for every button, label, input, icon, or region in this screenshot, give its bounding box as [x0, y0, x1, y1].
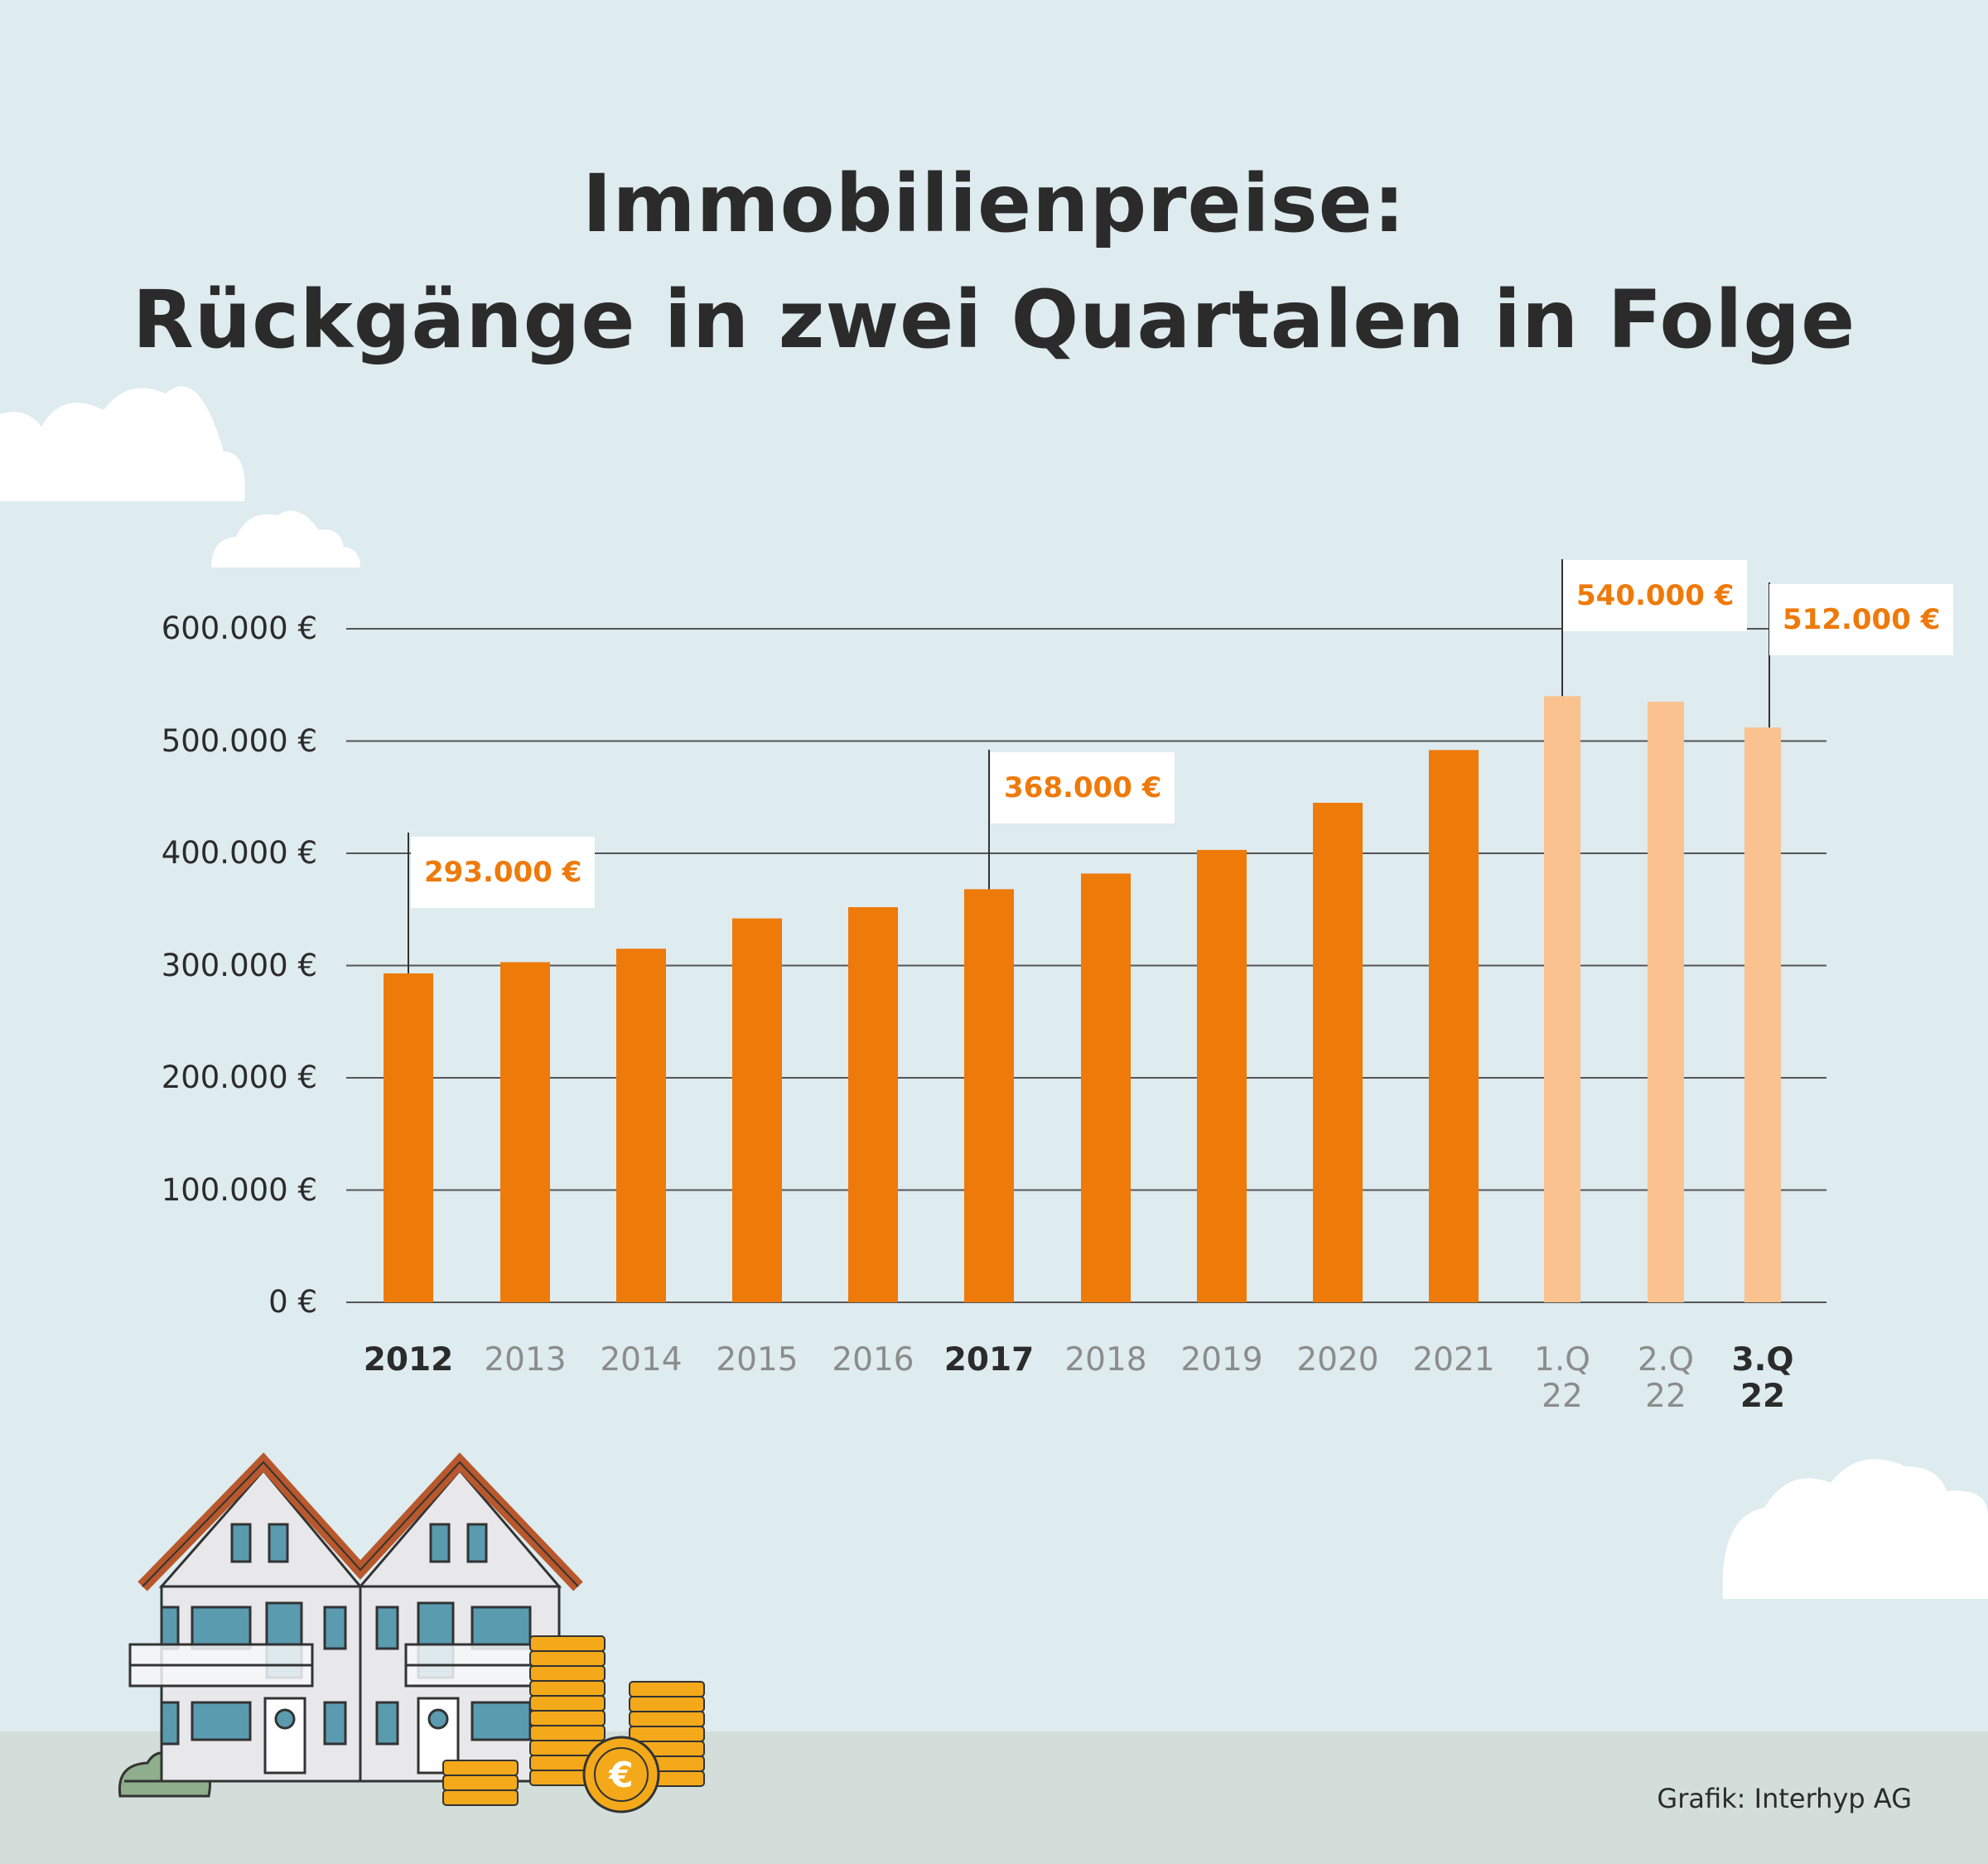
x-tick-label-line: 2015 — [716, 1341, 799, 1379]
euro-symbol: € — [608, 1755, 633, 1795]
value-callout: 512.000 € — [1769, 584, 1954, 655]
bar-2012 — [384, 973, 433, 1302]
euro-coin-icon: € — [582, 1736, 660, 1813]
chart-title: Immobilienpreise: — [581, 157, 1407, 250]
y-tick-label: 200.000 € — [161, 1060, 317, 1095]
x-tick-label-line: 2021 — [1412, 1341, 1495, 1379]
house-icon — [124, 1452, 583, 1783]
bar-2018 — [1081, 873, 1131, 1302]
x-tick-label-line: 2.Q — [1638, 1341, 1694, 1379]
bar-2020 — [1313, 803, 1363, 1302]
coin — [442, 1789, 519, 1806]
x-tick-label: 2018 — [1044, 1342, 1168, 1379]
y-tick-label: 0 € — [268, 1284, 317, 1320]
bar-2021 — [1429, 750, 1479, 1302]
y-tick-label: 500.000 € — [161, 722, 317, 759]
coin — [529, 1680, 606, 1697]
x-tick-label: 2016 — [811, 1342, 935, 1379]
coin — [442, 1775, 519, 1791]
coin — [629, 1696, 705, 1712]
chart-bars — [384, 696, 1781, 1302]
coin — [629, 1681, 705, 1697]
bar-2014 — [616, 949, 666, 1302]
x-tick-label-line: 2013 — [484, 1341, 567, 1379]
source-credit: Grafik: Interhyp AG — [1657, 1783, 1912, 1814]
x-tick-label: 2021 — [1392, 1342, 1516, 1379]
coin — [629, 1711, 705, 1727]
x-tick-label-line: 2016 — [832, 1341, 914, 1379]
x-tick-label: 2015 — [695, 1342, 819, 1379]
y-tick-label: 400.000 € — [161, 835, 317, 871]
y-tick-label: 100.000 € — [161, 1171, 317, 1208]
x-tick-label-line: 1.Q — [1534, 1341, 1590, 1379]
x-tick-label: 2012 — [346, 1342, 470, 1379]
bar-2019 — [1197, 849, 1247, 1302]
x-tick-label-line: 2012 — [363, 1341, 454, 1379]
x-tick-label-line: 2020 — [1296, 1341, 1379, 1379]
x-tick-label-line: 2018 — [1064, 1341, 1147, 1379]
x-tick-label-line: 22 — [1542, 1378, 1583, 1415]
y-tick-label: 300.000 € — [161, 947, 317, 983]
coin — [529, 1725, 606, 1741]
x-tick-label: 2014 — [579, 1342, 703, 1379]
y-tick-label: 600.000 € — [161, 611, 317, 646]
bar-1-q-22 — [1544, 696, 1580, 1302]
x-tick-label-line: 2017 — [943, 1341, 1035, 1379]
value-callout: 368.000 € — [991, 752, 1175, 823]
x-tick-label: 2017 — [927, 1342, 1051, 1379]
value-callout: 293.000 € — [411, 837, 596, 908]
x-tick-label-line: 22 — [1645, 1378, 1686, 1415]
x-tick-label-line: 2014 — [600, 1341, 683, 1379]
x-tick-label: 2020 — [1276, 1342, 1400, 1379]
x-tick-label: 1.Q 22 — [1500, 1342, 1624, 1415]
coin-stack-icon — [442, 1635, 705, 1806]
x-tick-label-line: 3.Q — [1731, 1341, 1794, 1379]
x-tick-label: 2013 — [463, 1342, 587, 1379]
coin — [529, 1695, 606, 1712]
coin — [529, 1650, 606, 1667]
coin — [529, 1665, 606, 1682]
x-tick-label-line: 2019 — [1180, 1341, 1263, 1379]
bar-2013 — [500, 962, 550, 1302]
coin — [529, 1635, 606, 1652]
bar-2-q-22 — [1648, 702, 1684, 1302]
coin — [529, 1710, 606, 1726]
x-tick-label: 2.Q 22 — [1604, 1342, 1728, 1415]
coin — [629, 1726, 705, 1742]
x-tick-label: 2019 — [1160, 1342, 1284, 1379]
cloud-icon — [0, 386, 245, 501]
bar-2016 — [848, 907, 898, 1302]
bar-2015 — [732, 918, 782, 1302]
bar-2017 — [964, 889, 1014, 1302]
x-tick-label-line: 22 — [1740, 1378, 1786, 1415]
cloud-icon — [1722, 1459, 1988, 1599]
bar-3-q-22 — [1744, 727, 1781, 1302]
value-callout: 540.000 € — [1563, 560, 1748, 631]
coin — [442, 1760, 519, 1776]
chart-subtitle: Rückgänge in zwei Quartalen in Folge — [132, 273, 1856, 366]
x-tick-label: 3.Q 22 — [1701, 1342, 1825, 1415]
cloud-icon — [211, 510, 360, 567]
